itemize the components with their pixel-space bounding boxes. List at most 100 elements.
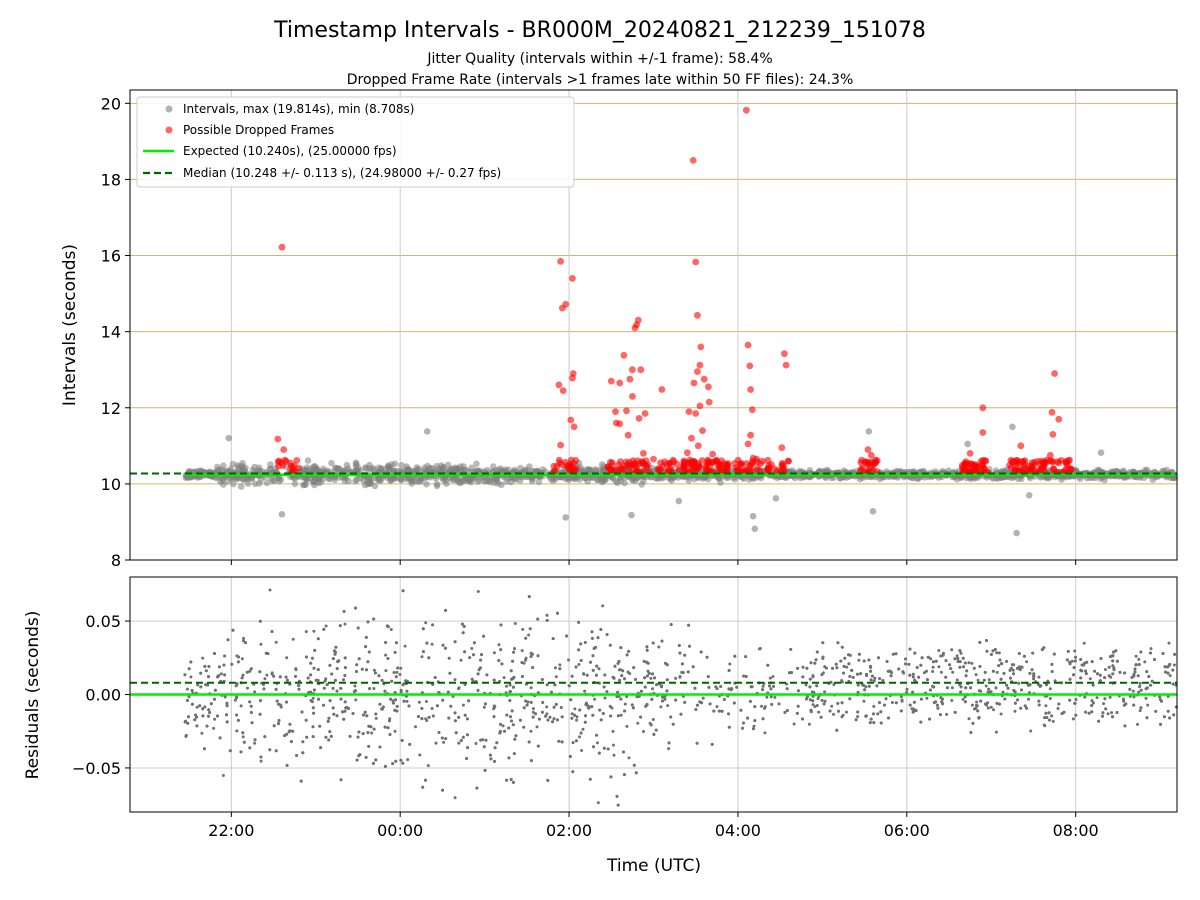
residual-point xyxy=(1037,699,1041,703)
interval-point xyxy=(271,477,278,485)
dropped-frame-point xyxy=(716,464,723,472)
residual-point xyxy=(1038,684,1042,688)
residual-point xyxy=(509,715,512,719)
residual-point xyxy=(949,667,953,671)
residual-point xyxy=(814,658,818,662)
residual-point xyxy=(717,709,721,713)
dropped-frame-point xyxy=(688,434,695,442)
residual-point xyxy=(1003,697,1007,701)
residual-point xyxy=(635,695,639,699)
residual-point xyxy=(540,678,544,681)
residual-point xyxy=(318,724,322,728)
residual-point xyxy=(378,745,382,749)
residual-point xyxy=(237,655,241,659)
residual-point xyxy=(625,724,629,728)
residual-point xyxy=(645,674,649,678)
residual-point xyxy=(596,741,599,745)
residual-point xyxy=(752,724,756,728)
residual-point xyxy=(835,728,839,732)
residual-point xyxy=(659,705,663,709)
dropped-frame-point xyxy=(1048,408,1056,416)
residual-point xyxy=(661,699,664,703)
residual-point xyxy=(343,700,347,704)
residual-point xyxy=(384,641,388,644)
residual-point xyxy=(1146,703,1150,707)
residual-point xyxy=(316,637,320,641)
dropped-frame-point xyxy=(764,456,772,464)
interval-point xyxy=(614,479,621,487)
residual-point xyxy=(441,643,445,647)
residual-point xyxy=(1111,659,1115,663)
residual-point xyxy=(796,704,800,708)
residual-point xyxy=(401,761,405,765)
interval-point xyxy=(390,475,398,483)
residual-point xyxy=(864,685,868,689)
residual-point xyxy=(309,673,313,677)
residual-point xyxy=(1079,668,1083,672)
residual-point xyxy=(206,683,210,687)
residual-point xyxy=(842,671,846,675)
residual-point xyxy=(1122,697,1125,701)
residual-point xyxy=(883,703,886,707)
residual-point xyxy=(333,678,337,682)
residual-point xyxy=(311,706,315,710)
residual-point xyxy=(681,671,685,675)
residual-point xyxy=(1013,709,1017,713)
residual-point xyxy=(642,659,646,663)
residual-point xyxy=(935,703,939,707)
dropped-frame-point xyxy=(743,106,750,114)
residual-point xyxy=(384,669,388,673)
residuals-xtick-label: 02:00 xyxy=(546,821,592,840)
residual-point xyxy=(1017,652,1021,655)
residual-point xyxy=(1085,660,1089,664)
residual-point xyxy=(1145,670,1149,674)
interval-point xyxy=(774,474,781,482)
residual-point xyxy=(801,717,804,721)
residuals-ytick-label: −0.05 xyxy=(72,759,121,778)
residual-point xyxy=(524,658,528,662)
residual-point xyxy=(1032,674,1036,678)
residuals-xtick-label: 00:00 xyxy=(377,821,423,840)
residual-point xyxy=(421,785,425,789)
residual-point xyxy=(821,641,825,645)
interval-point xyxy=(433,481,441,488)
intervals-ytick-label: 14 xyxy=(101,323,121,342)
residual-point xyxy=(627,756,631,760)
residual-point xyxy=(228,749,232,753)
residual-point xyxy=(934,700,938,704)
residual-point xyxy=(839,659,843,663)
dropped-frame-point xyxy=(559,387,567,394)
residual-point xyxy=(831,666,834,670)
residual-point xyxy=(631,706,635,710)
interval-point xyxy=(638,481,645,488)
residual-point xyxy=(204,669,208,673)
residual-point xyxy=(768,684,771,688)
residual-point xyxy=(975,704,978,707)
residual-point xyxy=(1065,658,1069,662)
residual-point xyxy=(361,732,365,736)
residual-point xyxy=(239,704,243,708)
dropped-frame-point xyxy=(1049,431,1057,438)
dropped-frame-point xyxy=(1025,462,1033,470)
dropped-frame-point xyxy=(637,366,645,374)
residuals-ytick-label: 0.05 xyxy=(85,612,121,631)
residual-point xyxy=(616,661,620,665)
residual-point xyxy=(492,678,496,682)
residual-point xyxy=(944,675,948,679)
residual-point xyxy=(427,715,431,719)
residual-point xyxy=(742,721,745,725)
residual-point xyxy=(984,684,988,688)
residual-point xyxy=(394,759,398,763)
residual-point xyxy=(328,730,332,734)
dropped-frame-point xyxy=(280,446,288,453)
residual-point xyxy=(322,686,326,690)
residual-point xyxy=(836,641,840,645)
residual-point xyxy=(507,726,511,730)
residual-point xyxy=(405,689,409,693)
residual-point xyxy=(695,741,699,745)
residual-point xyxy=(936,706,940,710)
interval-point xyxy=(1025,492,1033,499)
residual-point xyxy=(677,644,681,647)
residual-point xyxy=(527,595,531,599)
residual-point xyxy=(199,685,203,689)
